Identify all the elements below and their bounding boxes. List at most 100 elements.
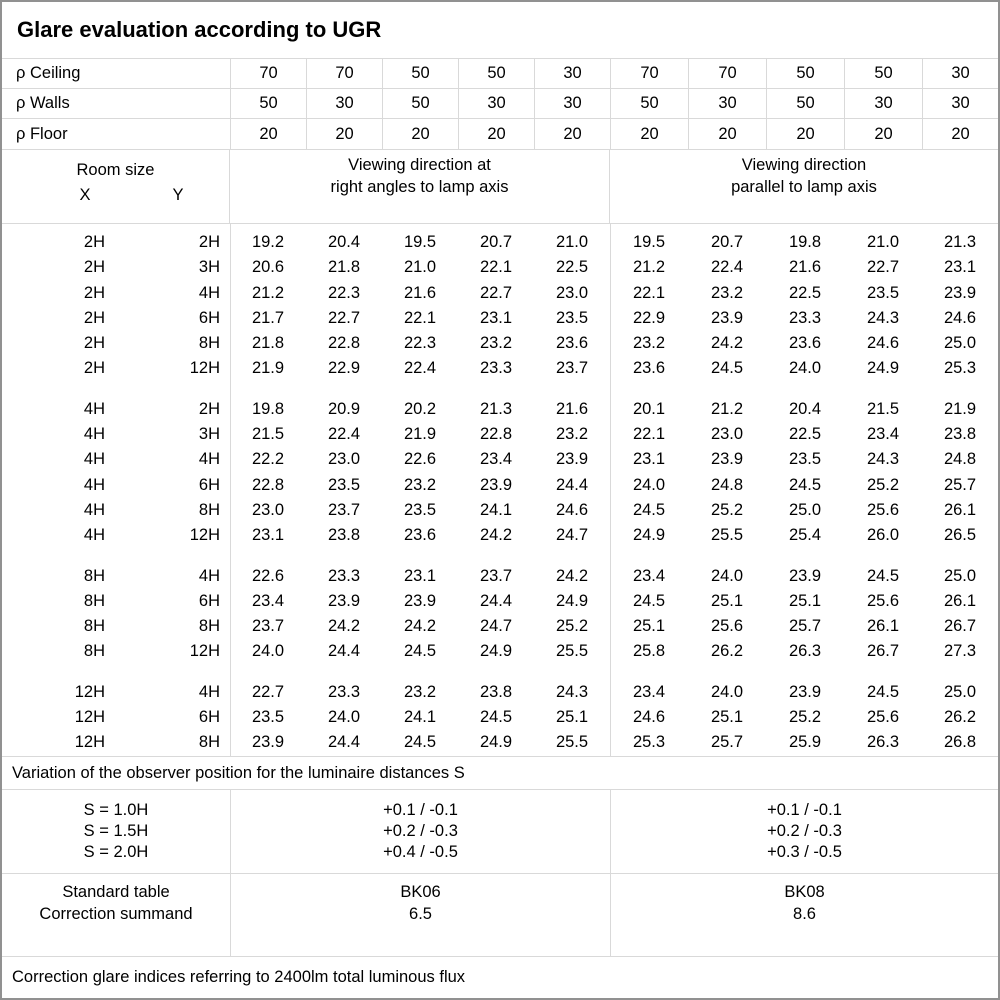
ugr-value: 23.0 — [555, 283, 589, 302]
variation-value: +0.4 / -0.5 — [383, 843, 458, 861]
ugr-value: 23.4 — [479, 450, 513, 469]
ugr-value: 20.2 — [403, 399, 437, 418]
spacer — [220, 306, 230, 331]
table-row: 12H 8H 23.9 24.4 24.5 24.9 25.5 25.3 25.7 25.9 26.… — [2, 730, 998, 755]
ugr-value: 24.4 — [327, 733, 361, 752]
ugr-value: 23.2 — [403, 682, 437, 701]
room-y: 3H — [198, 425, 220, 444]
ugr-value: 20.6 — [251, 258, 285, 277]
ugr-value: 25.6 — [866, 708, 900, 727]
reflectance-value: 20 — [458, 119, 534, 149]
ugr-value: 22.1 — [632, 425, 666, 444]
table-row: 4H 6H 22.8 23.5 23.2 23.9 24.4 24.0 24.8 24.5 25.2… — [2, 473, 998, 498]
ugr-value: 26.7 — [943, 617, 977, 636]
ugr-value: 25.2 — [555, 617, 589, 636]
ugr-row-group: 12H 4H 22.7 23.3 23.2 23.8 24.3 23.4 24.0 23.9 24.… — [2, 680, 998, 756]
ugr-value: 23.4 — [251, 591, 285, 610]
ugr-value: 24.0 — [710, 682, 744, 701]
reflectance-label: ρ Walls — [16, 94, 70, 112]
room-y: 6H — [198, 308, 220, 327]
ugr-value: 25.2 — [866, 475, 900, 494]
ugr-value: 23.7 — [327, 500, 361, 519]
ugr-value: 25.9 — [788, 733, 822, 752]
ugr-value: 21.0 — [555, 233, 589, 251]
ugr-value: 23.9 — [788, 566, 822, 585]
variation-values-parallel: +0.1 / -0.1 +0.2 / -0.3 +0.3 / -0.5 — [610, 790, 998, 873]
ugr-value: 23.0 — [710, 425, 744, 444]
ugr-value: 22.8 — [479, 425, 513, 444]
ugr-value: 24.5 — [710, 359, 744, 378]
variation-value: +0.3 / -0.5 — [767, 843, 842, 861]
table-row: 2H 2H 19.2 20.4 19.5 20.7 21.0 19.5 20.7 19.8 21.0… — [2, 230, 998, 255]
table-row: 8H 4H 22.6 23.3 23.1 23.7 24.2 23.4 24.0 23.9 24.5… — [2, 564, 998, 589]
table-row: 8H 8H 23.7 24.2 24.2 24.7 25.2 25.1 25.6 25.7 26.1… — [2, 614, 998, 639]
ugr-value: 21.7 — [251, 308, 285, 327]
ugr-value: 26.3 — [866, 733, 900, 752]
ugr-value: 23.9 — [251, 733, 285, 752]
spacer — [220, 498, 230, 523]
table-row: 12H 6H 23.5 24.0 24.1 24.5 25.1 24.6 25.1 25.2 25.… — [2, 705, 998, 730]
room-x: 2H — [83, 258, 105, 277]
s-distance-labels: S = 1.0H S = 1.5H S = 2.0H — [2, 790, 230, 873]
x-column-header: X — [79, 186, 91, 204]
ugr-value: 23.2 — [479, 334, 513, 353]
reflectance-value: 30 — [844, 89, 922, 118]
summary-parallel: BK08 8.6 — [610, 874, 998, 956]
ugr-value: 23.8 — [479, 682, 513, 701]
reflectance-value: 50 — [230, 89, 306, 118]
ugr-value: 24.9 — [632, 526, 666, 545]
ugr-value: 23.9 — [555, 450, 589, 469]
ugr-value: 25.3 — [632, 733, 666, 752]
ugr-value: 23.6 — [788, 334, 822, 353]
ugr-value: 24.3 — [866, 450, 900, 469]
ugr-value: 22.4 — [403, 359, 437, 378]
spacer — [220, 639, 230, 664]
ugr-value: 22.1 — [479, 258, 513, 277]
ugr-value: 20.9 — [327, 399, 361, 418]
reflectance-value: 50 — [382, 89, 458, 118]
correction-summand-value-right-angles: 6.5 — [409, 904, 432, 923]
ugr-value: 23.4 — [866, 425, 900, 444]
ugr-value: 26.5 — [943, 526, 977, 545]
ugr-value: 23.5 — [555, 308, 589, 327]
ugr-value: 24.7 — [479, 617, 513, 636]
ugr-value: 25.6 — [866, 591, 900, 610]
ugr-value: 24.6 — [866, 334, 900, 353]
spacer — [220, 397, 230, 422]
room-x: 4H — [83, 425, 105, 444]
spacer — [220, 447, 230, 472]
ugr-value: 24.2 — [479, 526, 513, 545]
ugr-value: 21.8 — [251, 334, 285, 353]
reflectance-value: 20 — [382, 119, 458, 149]
table-row: 4H 3H 21.5 22.4 21.9 22.8 23.2 22.1 23.0 22.5 23.4… — [2, 422, 998, 447]
standard-table-label: Standard table — [62, 883, 170, 901]
reflectance-value: 20 — [688, 119, 766, 149]
ugr-value: 23.7 — [555, 359, 589, 378]
ugr-data-grid: 2H 2H 19.2 20.4 19.5 20.7 21.0 19.5 20.7 19.8 21.0… — [2, 224, 998, 757]
ugr-value: 24.4 — [327, 642, 361, 661]
room-x: 4H — [83, 399, 105, 418]
ugr-value: 23.9 — [943, 283, 977, 302]
ugr-value: 23.6 — [403, 526, 437, 545]
ugr-value: 23.1 — [403, 566, 437, 585]
s-distance-label: S = 1.0H — [83, 801, 149, 819]
ugr-value: 25.8 — [632, 642, 666, 661]
ugr-value: 21.3 — [943, 233, 977, 251]
room-x: 8H — [83, 617, 105, 636]
ugr-value: 21.6 — [555, 399, 589, 418]
room-size-label: Room size — [76, 161, 155, 179]
ugr-value: 24.2 — [327, 617, 361, 636]
table-row: 4H 12H 23.1 23.8 23.6 24.2 24.7 24.9 25.5 25.4 26.… — [2, 523, 998, 548]
room-x: 8H — [83, 642, 105, 661]
ugr-value: 25.6 — [866, 500, 900, 519]
ugr-value: 22.6 — [251, 566, 285, 585]
ugr-value: 22.9 — [632, 308, 666, 327]
reflectance-value: 20 — [922, 119, 998, 149]
ugr-value: 24.5 — [632, 591, 666, 610]
ugr-value: 24.5 — [866, 682, 900, 701]
ugr-value: 21.5 — [866, 399, 900, 418]
room-size-cell: Room size X Y — [2, 150, 230, 223]
spacer — [220, 523, 230, 548]
ugr-value: 25.1 — [632, 617, 666, 636]
right-angles-heading: Viewing direction at right angles to lam… — [230, 150, 610, 223]
